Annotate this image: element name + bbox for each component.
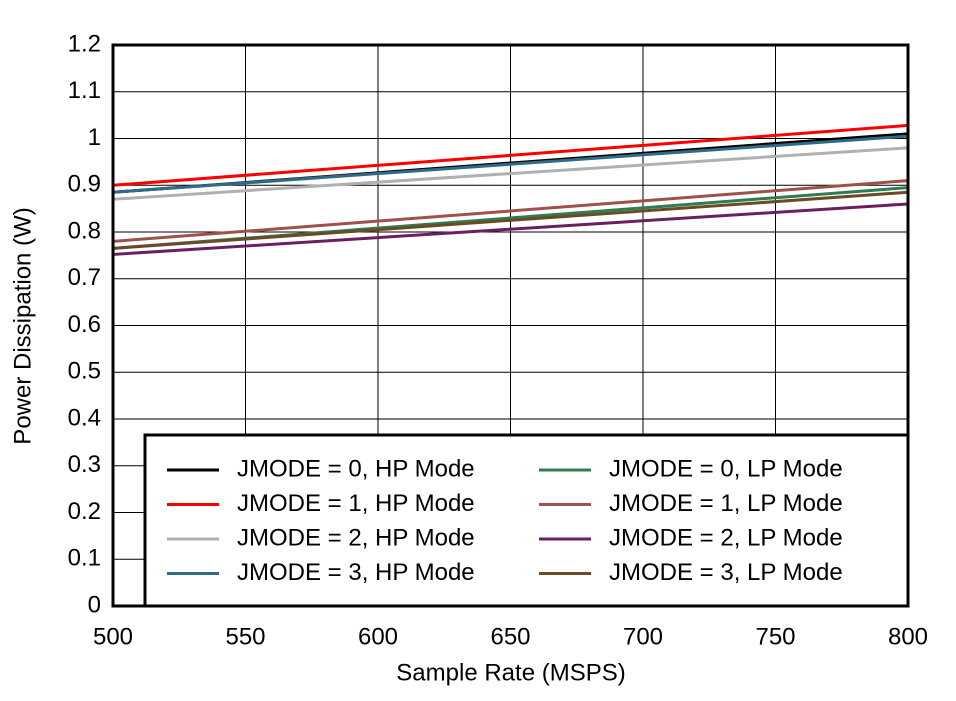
series-line: [112, 134, 909, 194]
y-tick-label: 1.1: [68, 77, 101, 104]
legend-label: JMODE = 1, HP Mode: [237, 490, 475, 517]
legend-label: JMODE = 1, LP Mode: [609, 490, 843, 517]
y-tick-label: 0.9: [68, 171, 101, 198]
x-tick-label: 500: [93, 623, 133, 650]
series-line: [112, 123, 909, 187]
legend-label: JMODE = 2, LP Mode: [609, 524, 843, 551]
y-tick-label: 0.6: [68, 311, 101, 338]
y-tick-label: 0.5: [68, 358, 101, 385]
y-tick-label: 0: [88, 591, 101, 618]
x-tick-label: 800: [888, 623, 928, 650]
series-line: [112, 146, 909, 201]
y-tick-label: 0.7: [68, 264, 101, 291]
y-tick-label: 0.2: [68, 498, 101, 525]
legend-label: JMODE = 3, HP Mode: [237, 559, 475, 586]
legend-label: JMODE = 0, LP Mode: [609, 455, 843, 482]
x-tick-label: 550: [225, 623, 265, 650]
y-tick-label: 0.4: [68, 404, 101, 431]
x-tick-label: 700: [623, 623, 663, 650]
x-tick-label: 650: [490, 623, 530, 650]
series-line: [112, 202, 909, 256]
y-tick-label: 0.8: [68, 217, 101, 244]
series-line: [112, 190, 909, 250]
y-tick-label: 0.3: [68, 451, 101, 478]
y-tick-label: 1.2: [68, 30, 101, 57]
x-axis-label: Sample Rate (MSPS): [396, 659, 625, 686]
y-axis-label: Power Dissipation (W): [9, 207, 36, 444]
series-line: [112, 179, 909, 243]
legend-box: [143, 433, 910, 608]
legend-label: JMODE = 2, HP Mode: [237, 524, 475, 551]
legend-label: JMODE = 0, HP Mode: [237, 455, 475, 482]
x-tick-label: 750: [755, 623, 795, 650]
y-tick-label: 1: [88, 124, 101, 151]
x-tick-label: 600: [358, 623, 398, 650]
y-tick-label: 0.1: [68, 545, 101, 572]
legend-label: JMODE = 3, LP Mode: [609, 559, 843, 586]
